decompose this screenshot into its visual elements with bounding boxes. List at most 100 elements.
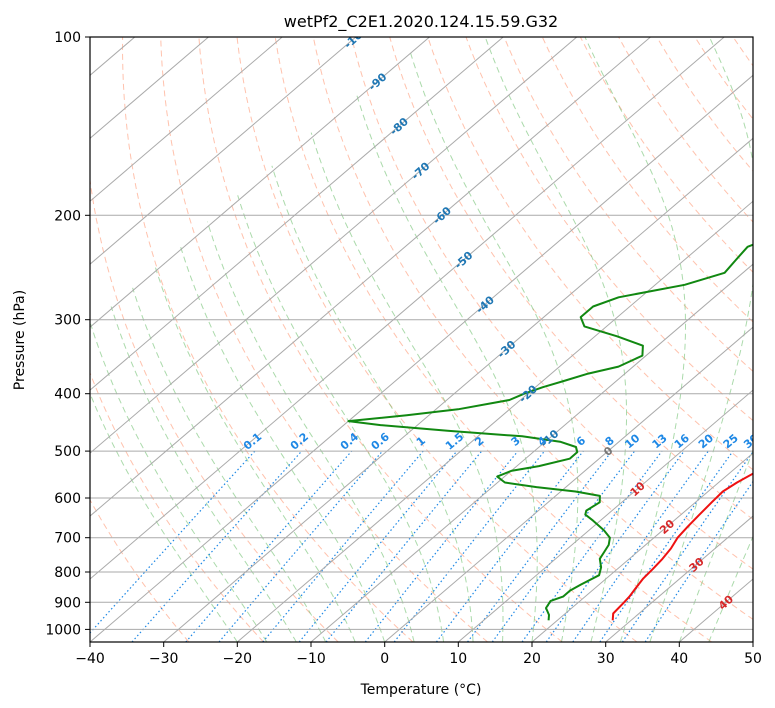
moist-adiabat-line — [90, 392, 238, 642]
skewed-isotherm — [90, 37, 578, 454]
moist-adiabat-line — [110, 306, 297, 642]
y-tick-label: 1000 — [45, 622, 81, 638]
moist-adiabat-line — [484, 37, 627, 642]
moist-adiabat-line — [155, 267, 356, 642]
x-tick-label: 10 — [449, 651, 467, 667]
mixing-ratio-line — [435, 450, 584, 642]
y-tick-label: 300 — [54, 313, 81, 329]
y-tick-label: 500 — [54, 444, 81, 460]
y-tick-label: 200 — [54, 208, 81, 224]
temperature-line — [611, 472, 753, 621]
mixing-ratio-line — [521, 450, 663, 642]
skewed-isotherm — [605, 515, 753, 642]
mixing-ratio-label: 36 — [762, 431, 775, 451]
plot-frame — [89, 36, 754, 643]
x-tick-label: 0 — [380, 651, 389, 667]
moist-adiabats — [90, 37, 753, 642]
moist-adiabat-line — [237, 195, 445, 642]
dry-adiabat-line — [236, 37, 638, 642]
mixing-ratio-line — [572, 450, 709, 642]
y-tick-label: 400 — [54, 387, 81, 403]
skewed-isotherm — [310, 263, 753, 642]
moist-adiabat-line — [271, 165, 474, 642]
moist-adiabat-line — [206, 221, 415, 642]
dry-adiabat-line — [198, 37, 563, 642]
moist-adiabat-line — [678, 448, 753, 642]
plot-background — [90, 37, 753, 642]
dry-adiabat-line — [90, 498, 190, 642]
x-tick-label: 20 — [523, 651, 541, 667]
pressure-gridlines — [90, 37, 753, 630]
mixing-ratio-line — [298, 450, 458, 642]
dry-adiabat-line — [771, 37, 775, 642]
skewed-isotherm — [531, 452, 753, 642]
y-tick-label: 900 — [54, 595, 81, 611]
moist-adiabat-line — [132, 287, 327, 642]
x-axis-label: Temperature (°C) — [360, 682, 482, 698]
dry-adiabat-line — [541, 37, 753, 323]
mixing-ratio-line — [131, 450, 303, 642]
mixing-ratio-line — [621, 450, 753, 642]
moist-adiabat-line — [409, 49, 579, 642]
dry-adiabat-line — [121, 37, 414, 642]
moist-adiabat-line — [179, 245, 386, 642]
dry-adiabat-line — [351, 37, 753, 570]
skewed-isotherm — [90, 37, 283, 202]
dry-adiabat-line — [274, 37, 712, 642]
y-tick-label: 100 — [54, 30, 81, 46]
mixing-ratio-line — [218, 450, 383, 642]
dry-adiabat-line — [90, 176, 339, 642]
skewed-isotherm — [90, 37, 651, 517]
x-tick-label: 30 — [597, 651, 615, 667]
y-axis-label: Pressure (hPa) — [12, 290, 28, 390]
skewed-isotherm — [752, 641, 753, 642]
skewed-isotherm — [236, 200, 753, 642]
skewed-isotherm — [90, 37, 430, 328]
moist-adiabat-line — [356, 94, 538, 642]
moist-adiabat-line — [649, 37, 753, 642]
mixing-ratio-line — [393, 450, 545, 642]
mixing-ratio-line — [545, 450, 685, 642]
moist-adiabat-line — [584, 37, 686, 642]
mixing-ratio-lines — [90, 450, 753, 642]
mixing-ratio-line — [364, 450, 519, 642]
moist-adiabat-line — [310, 132, 504, 642]
skewed-isotherm — [0, 37, 61, 642]
x-tick-label: 50 — [744, 651, 762, 667]
profiles — [347, 243, 753, 621]
skewed-isotherm — [163, 137, 753, 642]
mixing-ratio-line — [90, 450, 256, 634]
skewed-isotherm — [90, 74, 753, 642]
dry-adiabats — [90, 37, 775, 642]
skewed-isotherm — [457, 389, 753, 642]
y-tick-label: 600 — [54, 491, 81, 507]
dry-adiabat-line — [312, 37, 753, 620]
mixing-ratio-line — [262, 450, 424, 642]
skewed-isotherm — [384, 326, 753, 642]
mixing-ratio-label: 30 — [741, 431, 761, 451]
x-tick-label: −10 — [296, 651, 326, 667]
dry-adiabat-line — [427, 37, 753, 471]
skewed-isotherms — [0, 37, 753, 642]
x-tick-label: −20 — [223, 651, 253, 667]
x-tick-label: −40 — [75, 651, 105, 667]
mixing-ratio-line — [325, 450, 483, 642]
moist-adiabat-line — [90, 323, 268, 642]
dry-adiabat-line — [90, 371, 264, 642]
dry-adiabat-line — [389, 37, 753, 521]
x-tick-label: 40 — [670, 651, 688, 667]
moist-adiabat-line — [708, 535, 753, 642]
axis-ticks: −40 −30 −20 −10 0 10 20 30 40 50 100 200 300 400 500 60… — [45, 30, 762, 667]
dry-adiabat-line — [618, 37, 753, 223]
skewed-isotherm — [90, 37, 357, 265]
chart-title: wetPf2_C2E1.2020.124.15.59.G32 — [284, 12, 558, 32]
dewpoint-line — [347, 243, 753, 621]
dry-adiabat-line — [160, 37, 488, 642]
skewed-isotherm — [90, 37, 725, 580]
dry-adiabat-line — [465, 37, 753, 422]
y-tick-label: 800 — [54, 565, 81, 581]
x-tick-label: −30 — [149, 651, 179, 667]
y-tick-label: 700 — [54, 531, 81, 547]
skewed-isotherm — [90, 37, 504, 391]
